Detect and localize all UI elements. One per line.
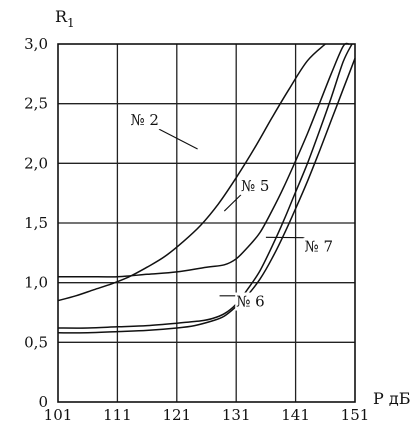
- x-tick-label-111: 111: [103, 406, 132, 424]
- y-tick-label-20: 2,0: [24, 154, 48, 172]
- curve-label-no2: № 2: [130, 111, 159, 129]
- x-axis-label: Р дБ: [373, 389, 410, 408]
- y-tick-label-10: 1,0: [24, 274, 48, 292]
- y-tick-label-30: 3,0: [24, 35, 48, 53]
- curve-label-no6: № 6: [236, 293, 265, 311]
- series-line-no5: [58, 42, 350, 278]
- curve-label-leader-no5: [223, 194, 242, 212]
- curve-label-leader-no2: [158, 128, 198, 150]
- y-axis-label: R1: [55, 7, 75, 30]
- x-tick-label-101: 101: [44, 406, 73, 424]
- series-line-no6: [57, 43, 353, 329]
- x-tick-label-121: 121: [162, 406, 191, 424]
- series-line-no2: [57, 43, 326, 302]
- y-tick-label-05: 0,5: [24, 333, 48, 351]
- curves: [57, 42, 356, 334]
- grid: [58, 44, 355, 402]
- plot-frame: [57, 43, 356, 403]
- x-tick-label-151: 151: [341, 406, 370, 424]
- label-leaders: [158, 128, 305, 297]
- curve-label-no5: № 5: [241, 177, 270, 195]
- y-axis-label-main: R: [55, 7, 68, 26]
- curve-label-backdrop: [239, 176, 271, 195]
- y-tick-label-25: 2,5: [24, 95, 48, 113]
- y-axis-label-subscript: 1: [67, 16, 75, 30]
- curve-label-backdrop: [303, 237, 335, 256]
- tick-labels: 101 111 121 131 141 151 0 0,5 1,0 1,5 2,0 2,5 3,0: [24, 35, 369, 424]
- series-line-no7: [57, 58, 356, 334]
- y-tick-label-15: 1,5: [24, 214, 48, 232]
- curve-label-backdrop: [129, 111, 160, 130]
- x-tick-label-141: 141: [281, 406, 310, 424]
- curve-label-backdrop: [235, 292, 266, 311]
- curve-label-no7: № 7: [305, 238, 334, 256]
- x-tick-label-131: 131: [222, 406, 251, 424]
- curve-labels: № 2 № 5 № 7 № 6: [129, 111, 335, 311]
- y-tick-label-0: 0: [38, 393, 48, 411]
